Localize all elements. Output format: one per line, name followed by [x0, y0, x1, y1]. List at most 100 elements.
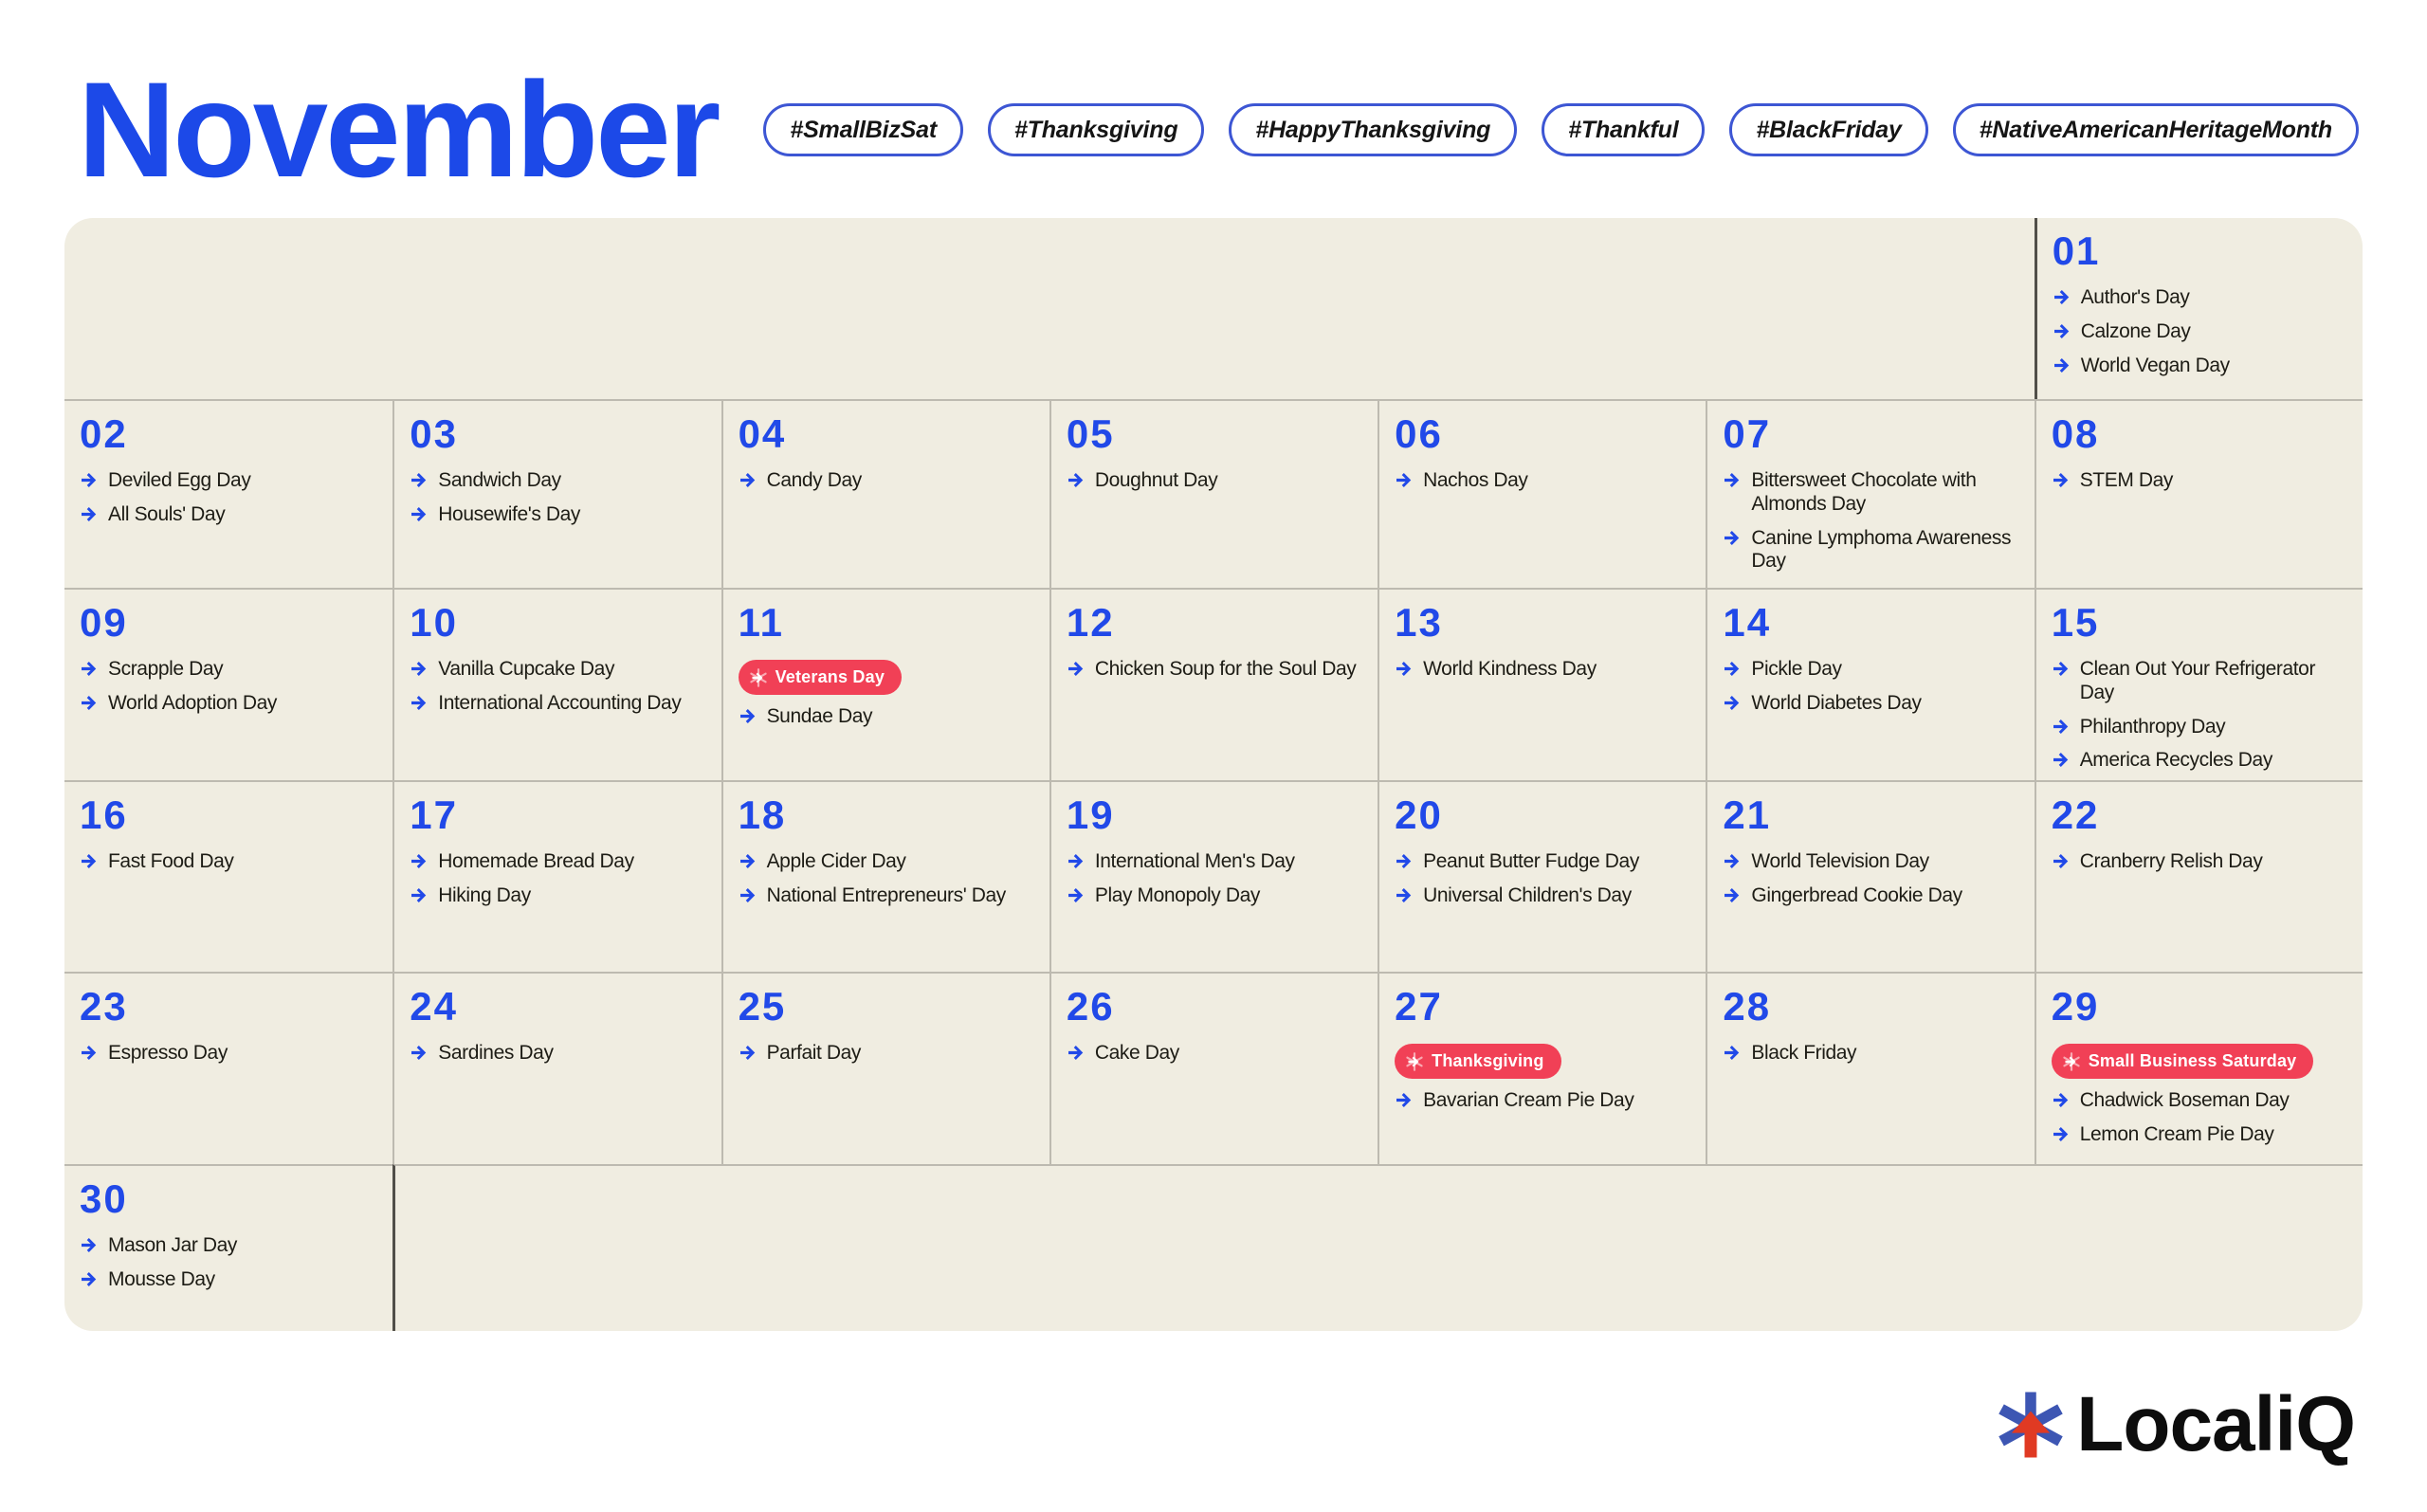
day-number: 13 [1395, 600, 1443, 645]
day-cell-06: 06 Nachos Day [1378, 399, 1706, 588]
event-list: Bittersweet Chocolate with Almonds Day C… [1723, 469, 2024, 574]
event-list: World Television Day Gingerbread Cookie … [1723, 850, 2024, 908]
day-cell-16: 16 Fast Food Day [64, 780, 393, 972]
event-item: Gingerbread Cookie Day [1723, 884, 1962, 908]
event-item: Doughnut Day [1067, 469, 1218, 493]
event-label: Gingerbread Cookie Day [1751, 884, 1962, 906]
day-cell-17: 17 Homemade Bread Day Hiking Day [392, 780, 721, 972]
event-list: STEM Day [2052, 469, 2353, 493]
day-number: 02 [80, 411, 128, 456]
day-number: 04 [738, 411, 787, 456]
day-number: 01 [2052, 228, 2101, 273]
arrow-right-icon [411, 695, 427, 710]
badge-star-arrow-icon [2063, 1051, 2080, 1071]
event-list: Cranberry Relish Day [2052, 850, 2353, 874]
arrow-right-icon [1724, 472, 1740, 488]
day-cell-11: 11 Veterans Day Sundae Day [721, 588, 1049, 780]
event-list: Homemade Bread Day Hiking Day [410, 850, 711, 908]
calendar-grid: 01 Author's Day Calzone Day World Vegan … [64, 218, 2363, 1331]
event-label: Apple Cider Day [766, 850, 906, 872]
event-label: Bittersweet Chocolate with Almonds Day [1751, 469, 1977, 515]
event-list: Peanut Butter Fudge Day Universal Childr… [1395, 850, 1696, 908]
day-cell-27: 27 Thanksgiving Bavarian Cream Pie Day [1378, 972, 1706, 1164]
event-label: Sundae Day [766, 705, 873, 727]
day-cell-03: 03 Sandwich Day Housewife's Day [392, 399, 721, 588]
event-label: Peanut Butter Fudge Day [1423, 850, 1639, 872]
hashtag-pill: #BlackFriday [1729, 103, 1928, 156]
event-label: America Recycles Day [2079, 749, 2273, 772]
event-item: Nachos Day [1395, 469, 1528, 493]
event-list: Sardines Day [410, 1042, 711, 1066]
event-label: Homemade Bread Day [438, 850, 634, 872]
event-label: Doughnut Day [1094, 469, 1218, 491]
arrow-right-icon [1068, 661, 1084, 677]
holiday-badge: Thanksgiving [1395, 1044, 1561, 1079]
event-label: International Men's Day [1094, 850, 1295, 872]
event-list: Deviled Egg Day All Souls' Day [80, 469, 383, 527]
event-item: Mousse Day [80, 1268, 215, 1292]
event-list: Small Business Saturday Chadwick Boseman… [2051, 1042, 2353, 1147]
event-list: Pickle Day World Diabetes Day [1723, 658, 2024, 716]
event-label: Chadwick Boseman Day [2079, 1089, 2290, 1111]
arrow-right-icon [82, 1045, 97, 1061]
event-label: STEM Day [2079, 469, 2174, 491]
event-label: Housewife's Day [438, 502, 581, 525]
event-label: Fast Food Day [108, 850, 234, 872]
arrow-right-icon [2053, 753, 2068, 768]
arrow-right-icon [1724, 887, 1740, 902]
event-item: Homemade Bread Day [410, 850, 634, 874]
arrow-right-icon [2053, 472, 2068, 488]
event-item: World Adoption Day [80, 692, 277, 716]
event-label: World Diabetes Day [1751, 691, 1922, 714]
day-number: 08 [2051, 411, 2100, 456]
arrow-right-icon [1396, 853, 1412, 869]
day-number: 17 [410, 792, 458, 837]
event-label: World Kindness Day [1423, 658, 1597, 680]
event-item: Scrapple Day [80, 658, 224, 682]
event-label: Deviled Egg Day [108, 469, 251, 491]
event-label: Bavarian Cream Pie Day [1423, 1089, 1634, 1111]
arrow-right-icon [82, 472, 97, 488]
event-item: International Accounting Day [410, 692, 682, 716]
event-label: Canine Lymphoma Awareness Day [1751, 526, 2012, 573]
badge-label: Thanksgiving [1432, 1051, 1544, 1070]
event-label: Clean Out Your Refrigerator Day [2079, 658, 2316, 703]
event-item: Mason Jar Day [80, 1234, 237, 1258]
localiq-asterisk-icon [1998, 1392, 2063, 1458]
arrow-right-icon [82, 695, 97, 710]
arrow-right-icon [1724, 695, 1740, 710]
arrow-right-icon [2053, 289, 2069, 305]
brand-logo: LocaliQ [1997, 1386, 2356, 1464]
day-number: 27 [1395, 984, 1443, 1029]
arrow-right-icon [1068, 472, 1084, 488]
arrow-right-icon [411, 887, 427, 902]
day-cell-02: 02 Deviled Egg Day All Souls' Day [64, 399, 393, 588]
day-cell-12: 12 Chicken Soup for the Soul Day [1049, 588, 1378, 780]
day-cell-23: 23 Espresso Day [64, 972, 393, 1164]
hashtag-label: #Thankful [1568, 116, 1679, 143]
event-list: Mason Jar Day Mousse Day [80, 1234, 383, 1292]
arrow-right-icon [1068, 853, 1084, 869]
event-list: Thanksgiving Bavarian Cream Pie Day [1395, 1042, 1696, 1113]
arrow-right-icon [739, 708, 755, 724]
event-label: Candy Day [766, 469, 863, 491]
day-number: 07 [1723, 411, 1772, 456]
event-list: Parfait Day [739, 1042, 1040, 1066]
event-item: Play Monopoly Day [1067, 884, 1260, 908]
holiday-badge: Small Business Saturday [2051, 1044, 2314, 1079]
day-cell-24: 24 Sardines Day [392, 972, 721, 1164]
day-number: 21 [1723, 792, 1772, 837]
arrow-right-icon [1724, 530, 1740, 545]
arrow-right-icon [411, 853, 427, 869]
day-cell-29: 29 Small Business Saturday Chadwick Bose… [2034, 972, 2363, 1164]
event-label: Nachos Day [1423, 469, 1528, 491]
month-title: November [78, 54, 721, 206]
day-cell-14: 14 Pickle Day World Diabetes Day [1706, 588, 2035, 780]
arrow-right-icon [1396, 887, 1412, 902]
event-list: Chicken Soup for the Soul Day [1067, 658, 1368, 682]
event-label: All Souls' Day [108, 502, 226, 525]
day-cell-21: 21 World Television Day Gingerbread Cook… [1706, 780, 2035, 972]
arrow-right-icon [1724, 853, 1740, 869]
event-item: Parfait Day [739, 1042, 861, 1066]
event-list: Sandwich Day Housewife's Day [410, 469, 711, 527]
